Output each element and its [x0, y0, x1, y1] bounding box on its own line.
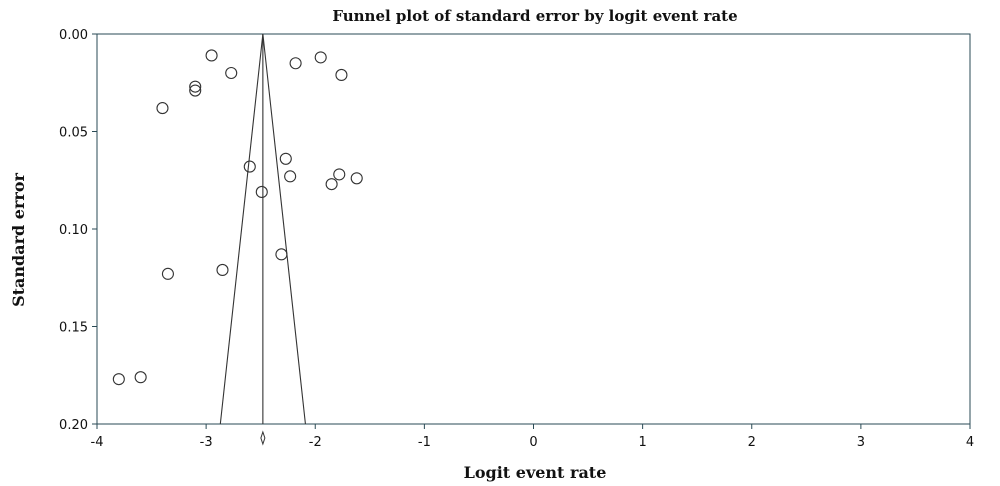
study-point	[335, 68, 348, 81]
study-point	[284, 170, 297, 183]
study-point	[112, 373, 125, 386]
y-tick-label: 0.15	[59, 321, 88, 336]
y-tick-label: 0.00	[59, 28, 88, 43]
y-tick-label: 0.10	[59, 223, 88, 238]
funnel	[219, 33, 306, 446]
x-tick-label: -1	[418, 435, 431, 450]
study-point	[275, 248, 288, 261]
study-point	[205, 49, 218, 62]
x-axis: -4 -3 -2 -1 0 1 2 3 4	[91, 424, 974, 450]
study-point	[333, 168, 346, 181]
study-point	[225, 66, 238, 80]
y-tick-label: 0.20	[59, 418, 88, 433]
study-point	[243, 160, 256, 173]
x-tick-label: 2	[748, 435, 756, 450]
study-point	[314, 51, 327, 64]
x-tick-label: -2	[309, 435, 322, 450]
x-tick-label: -4	[91, 435, 104, 450]
chart-title: Funnel plot of standard error by logit e…	[332, 7, 737, 25]
x-axis-label: Logit event rate	[464, 463, 607, 482]
study-point	[156, 102, 169, 115]
study-point	[255, 185, 268, 198]
x-tick-label: 4	[966, 435, 974, 450]
y-axis: 0.00 0.05 0.10 0.15 0.20	[59, 28, 97, 433]
study-point	[325, 178, 338, 191]
study-point	[279, 152, 292, 165]
data-points	[112, 49, 363, 386]
x-tick-label: 1	[638, 435, 646, 450]
x-tick-label: 0	[529, 435, 537, 450]
study-point	[189, 84, 202, 97]
x-tick-label: -3	[200, 435, 213, 450]
study-point	[161, 267, 174, 280]
y-axis-label: Standard error	[9, 173, 28, 307]
y-tick-label: 0.05	[59, 126, 88, 141]
study-point	[289, 57, 302, 70]
pooled-estimate-diamond	[260, 430, 266, 446]
funnel-left-limit	[219, 33, 264, 425]
plot-area-frame	[96, 33, 971, 425]
study-point	[134, 371, 147, 384]
funnel-right-limit	[262, 33, 306, 425]
study-point	[189, 80, 202, 93]
x-tick-label: 3	[857, 435, 865, 450]
study-point	[350, 172, 363, 185]
study-point	[216, 263, 229, 277]
